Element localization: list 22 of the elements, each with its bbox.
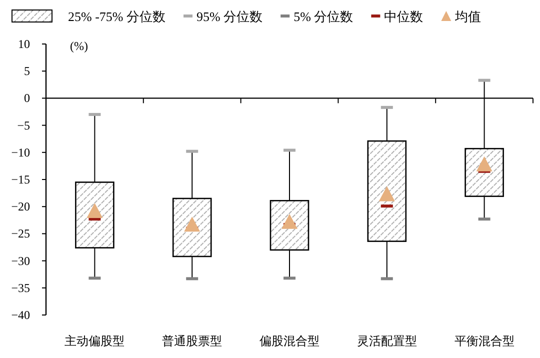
y-tick-label: −5 (17, 118, 30, 132)
x-tick-label: 平衡混合型 (454, 334, 514, 348)
text: 中位数 (384, 9, 424, 24)
y-tick-label: −10 (11, 145, 30, 160)
x-tick-label: 灵活配置型 (356, 334, 417, 348)
text: 95% 分位数 (196, 9, 263, 24)
y-tick-label: 0 (24, 91, 30, 106)
text: 均值 (454, 9, 482, 24)
y-tick-label: −25 (11, 226, 30, 241)
x-tick-label: 偏股混合型 (260, 334, 320, 348)
y-tick-label: −35 (11, 280, 30, 295)
x-tick-label: 主动偏股型 (64, 334, 125, 348)
y-axis-title: (%) (70, 39, 88, 53)
y-tick-label: 10 (18, 37, 30, 51)
y-tick-label: −20 (11, 200, 30, 214)
x-tick-label: 普通股票型 (162, 334, 222, 348)
y-tick-label: −15 (11, 172, 30, 186)
y-tick-label: −40 (11, 308, 30, 322)
y-tick-label: 5 (24, 64, 30, 78)
y-tick-label: −30 (11, 254, 30, 268)
legend-label: 25% -75% 分位数 (68, 9, 166, 24)
text: 5% 分位数 (294, 9, 354, 24)
